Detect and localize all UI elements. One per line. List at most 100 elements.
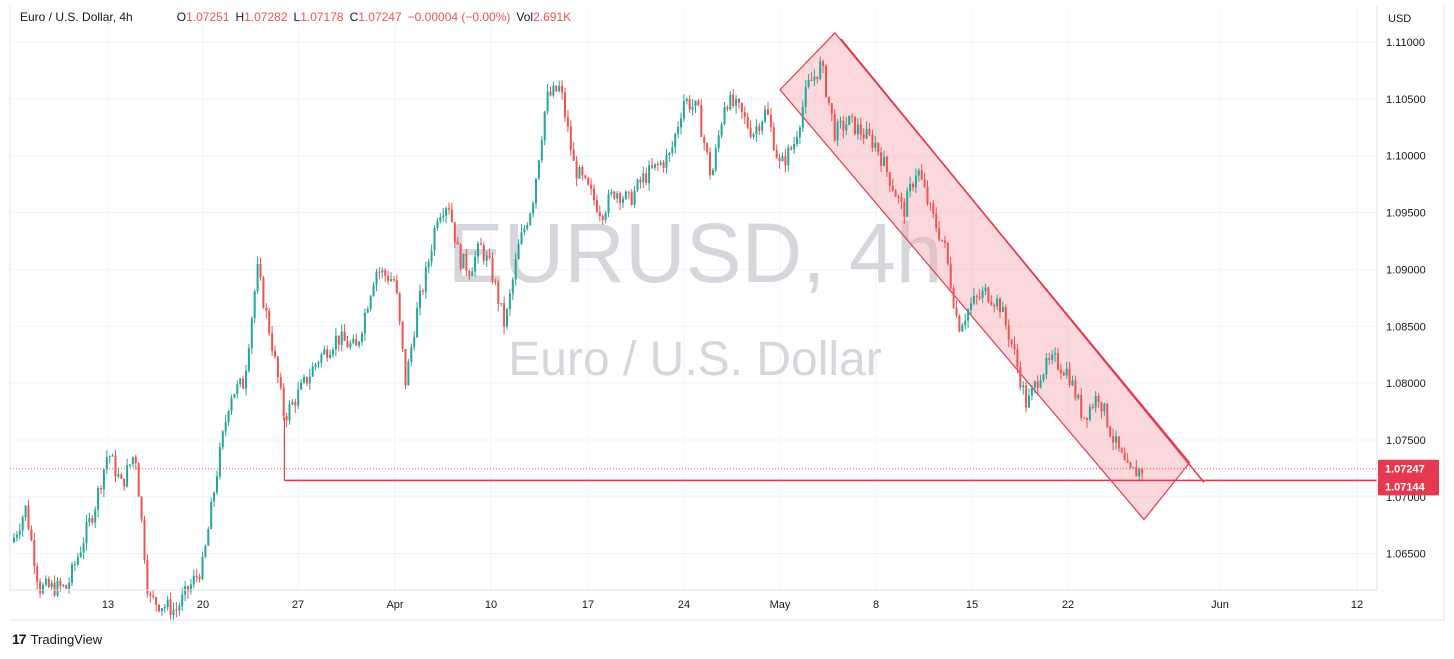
close-value: 1.07247 [358,10,402,24]
last-price-badge-text: 1.07247 [1385,464,1425,476]
candle-body [358,341,361,346]
candle-body [1033,381,1036,388]
candle-body [914,175,917,188]
candle-body [390,279,392,282]
candle-body [352,339,355,344]
x-tick-label: 15 [966,599,978,611]
candle-body [865,128,868,139]
candle-body [97,488,100,510]
candle-body [752,134,755,137]
candle-body [1080,394,1083,418]
candle-body [479,243,482,245]
candle-body [830,103,833,115]
candle-body [955,307,958,316]
candle-body [387,275,390,282]
candle-body [13,537,15,543]
candle-body [91,517,94,523]
candle-body [613,191,616,199]
x-tick-label: Apr [386,599,403,611]
candle-body [395,280,398,293]
candle-body [627,191,630,193]
candle-body [262,277,265,308]
candle-body [514,259,517,280]
candle-body [346,340,349,348]
last-price-badge [1378,459,1439,478]
tradingview-logo[interactable]: 17 TradingView [12,631,102,647]
x-tick-label: May [770,599,791,611]
candle-body [1065,368,1068,376]
candle-body [932,203,935,214]
candle-body [192,575,195,585]
candle-body [105,457,108,470]
candle-body [938,228,941,240]
candle-body [906,191,909,217]
candle-body [1135,467,1138,477]
descending-channel[interactable] [779,32,1205,521]
price-badges: 1.07247 1.07144 [1378,459,1439,496]
candle-body [195,575,198,577]
candle-body [15,534,18,538]
candle-body [410,347,413,362]
candle-body [207,528,210,546]
candle-body [448,208,450,210]
candle-body [1100,402,1103,412]
candle-body [1042,374,1045,381]
symbol-name[interactable]: Euro / U.S. Dollar, 4h [20,10,133,24]
candle-body [303,376,305,383]
candle-body [419,290,421,308]
candle-body [978,296,981,298]
candle-body [300,382,303,390]
candle-body [172,609,175,616]
candle-body [624,191,627,199]
candle-body [181,594,184,607]
x-tick-label: 27 [292,599,304,611]
candle-body [540,140,543,161]
candle-body [1045,358,1048,375]
candle-body [134,457,137,464]
y-tick-label: 1.10500 [1386,94,1426,106]
candle-body [1074,380,1077,399]
price-levels[interactable] [10,417,1377,482]
candle-body [796,137,798,145]
candle-body [503,303,506,327]
candle-body [572,149,575,161]
candle-body [839,120,842,122]
candle-body [1007,325,1010,340]
candle-body [996,298,999,307]
candle-body [868,128,871,135]
candle-body [288,404,291,421]
candle-body [1129,462,1132,468]
candle-body [326,349,329,358]
candle-body [972,295,975,304]
candle-body [859,124,862,135]
candle-body [703,136,706,144]
candle-body [442,215,445,218]
candle-body [242,378,245,389]
candle-body [946,242,949,264]
candle-body [653,163,656,168]
tradingview-logo-icon: 17 [12,631,27,647]
candle-body [529,213,532,225]
candle-body [671,147,674,153]
candle-body [874,142,877,148]
candle-body [862,134,865,139]
candle-body [807,79,810,87]
candle-body [520,232,523,244]
candle-body [880,152,883,166]
candle-body [340,331,343,345]
candle-body [129,464,131,466]
candle-body [445,208,448,216]
candle-body [1016,349,1019,368]
candle-body [146,560,149,594]
candle-body [378,271,381,273]
candle-body [111,455,114,457]
candle-body [1115,436,1117,443]
candle-body [723,107,726,125]
candle-body [726,107,729,110]
candle-body [282,387,285,416]
candle-body [355,339,358,346]
candle-body [404,349,407,386]
candle-body [558,85,561,92]
x-tick-label: 8 [873,599,879,611]
